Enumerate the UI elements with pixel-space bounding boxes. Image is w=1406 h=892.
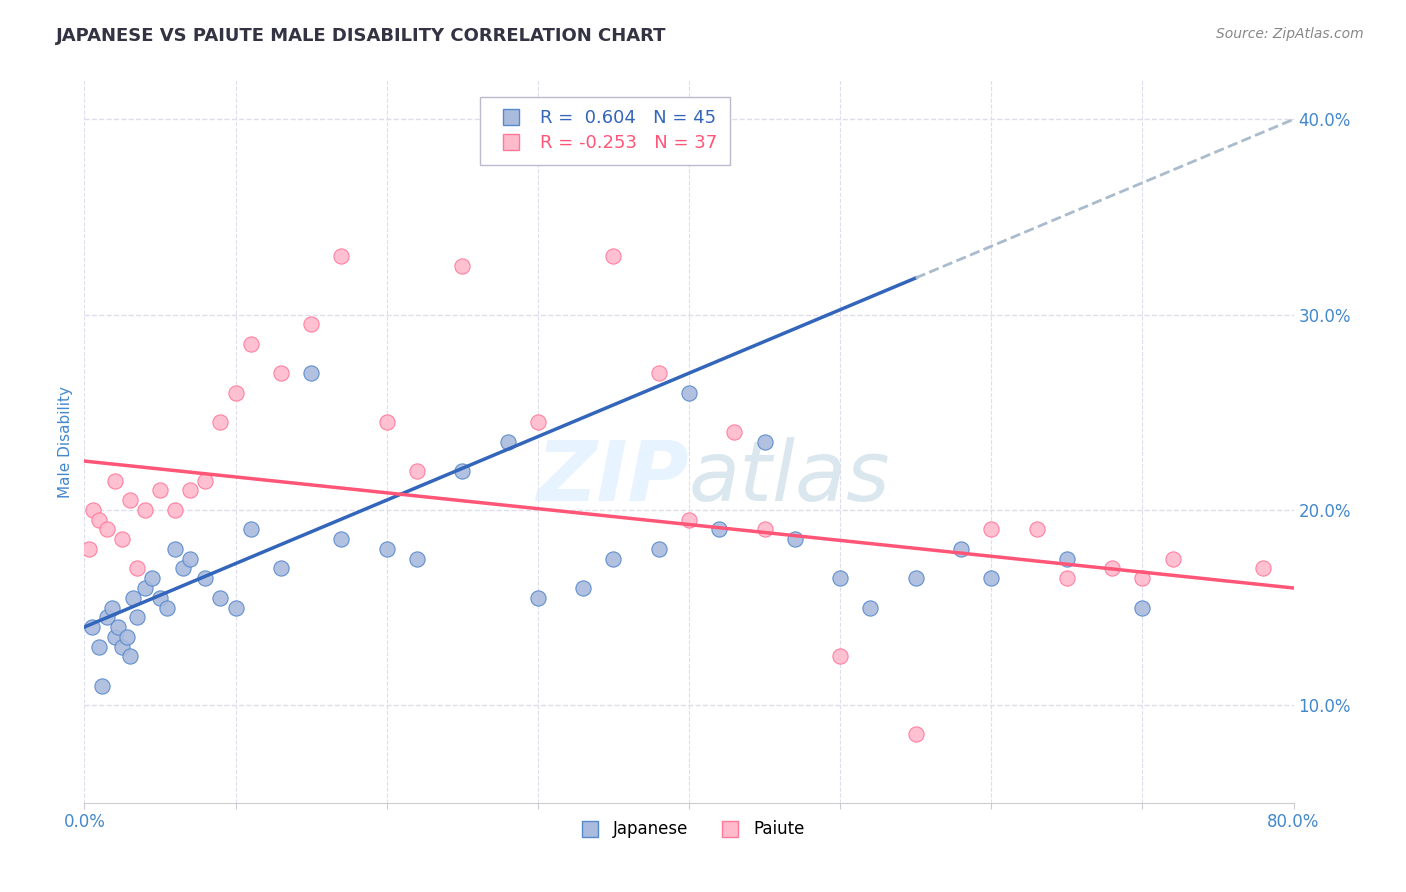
- Point: [104, 630, 127, 644]
- Point: [179, 483, 201, 498]
- Point: [149, 591, 172, 605]
- Point: [91, 679, 114, 693]
- Point: [904, 727, 927, 741]
- Point: [496, 434, 519, 449]
- Point: [111, 532, 134, 546]
- Point: [678, 385, 700, 400]
- Point: [859, 600, 882, 615]
- Point: [709, 523, 731, 537]
- Text: Source: ZipAtlas.com: Source: ZipAtlas.com: [1216, 27, 1364, 41]
- Point: [330, 532, 353, 546]
- Point: [127, 561, 149, 575]
- Point: [1056, 551, 1078, 566]
- Point: [1132, 571, 1154, 585]
- Point: [165, 503, 187, 517]
- Point: [1025, 523, 1047, 537]
- Point: [172, 561, 194, 575]
- Point: [118, 649, 141, 664]
- Point: [451, 464, 474, 478]
- Point: [754, 523, 776, 537]
- Point: [156, 600, 179, 615]
- Point: [1056, 571, 1078, 585]
- Point: [904, 571, 927, 585]
- Point: [1132, 600, 1154, 615]
- Point: [82, 503, 104, 517]
- Point: [527, 415, 550, 429]
- Point: [950, 541, 973, 556]
- Point: [572, 581, 595, 595]
- Point: [375, 541, 398, 556]
- Point: [1253, 561, 1275, 575]
- Point: [134, 503, 156, 517]
- Point: [602, 249, 624, 263]
- Point: [406, 464, 429, 478]
- Point: [330, 249, 353, 263]
- Point: [127, 610, 149, 624]
- Point: [121, 591, 143, 605]
- Point: [107, 620, 129, 634]
- Point: [165, 541, 187, 556]
- Point: [225, 600, 247, 615]
- Point: [96, 610, 118, 624]
- Point: [980, 571, 1002, 585]
- Point: [723, 425, 745, 439]
- Point: [830, 649, 852, 664]
- Y-axis label: Male Disability: Male Disability: [58, 385, 73, 498]
- Point: [375, 415, 398, 429]
- Point: [225, 385, 247, 400]
- Point: [239, 523, 262, 537]
- Text: ZIP: ZIP: [536, 437, 689, 518]
- Point: [754, 434, 776, 449]
- Point: [602, 551, 624, 566]
- Point: [194, 571, 217, 585]
- Point: [678, 513, 700, 527]
- Point: [451, 259, 474, 273]
- Point: [111, 640, 134, 654]
- Point: [1101, 561, 1123, 575]
- Point: [194, 474, 217, 488]
- Legend: Japanese, Paiute: Japanese, Paiute: [567, 814, 811, 845]
- Point: [100, 600, 122, 615]
- Text: JAPANESE VS PAIUTE MALE DISABILITY CORRELATION CHART: JAPANESE VS PAIUTE MALE DISABILITY CORRE…: [56, 27, 666, 45]
- Point: [179, 551, 201, 566]
- Point: [89, 513, 111, 527]
- Point: [115, 630, 138, 644]
- Point: [141, 571, 163, 585]
- Point: [980, 523, 1002, 537]
- Point: [648, 541, 671, 556]
- Point: [96, 523, 118, 537]
- Point: [783, 532, 806, 546]
- Point: [527, 591, 550, 605]
- Point: [270, 561, 292, 575]
- Point: [134, 581, 156, 595]
- Point: [149, 483, 172, 498]
- Point: [89, 640, 111, 654]
- Point: [648, 366, 671, 380]
- Point: [80, 620, 103, 634]
- Point: [239, 337, 262, 351]
- Text: atlas: atlas: [689, 437, 890, 518]
- Point: [299, 366, 322, 380]
- Point: [209, 591, 232, 605]
- Point: [1161, 551, 1184, 566]
- Point: [104, 474, 127, 488]
- Point: [406, 551, 429, 566]
- Point: [830, 571, 852, 585]
- Point: [118, 493, 141, 508]
- Point: [209, 415, 232, 429]
- Point: [299, 318, 322, 332]
- Point: [270, 366, 292, 380]
- Point: [77, 541, 100, 556]
